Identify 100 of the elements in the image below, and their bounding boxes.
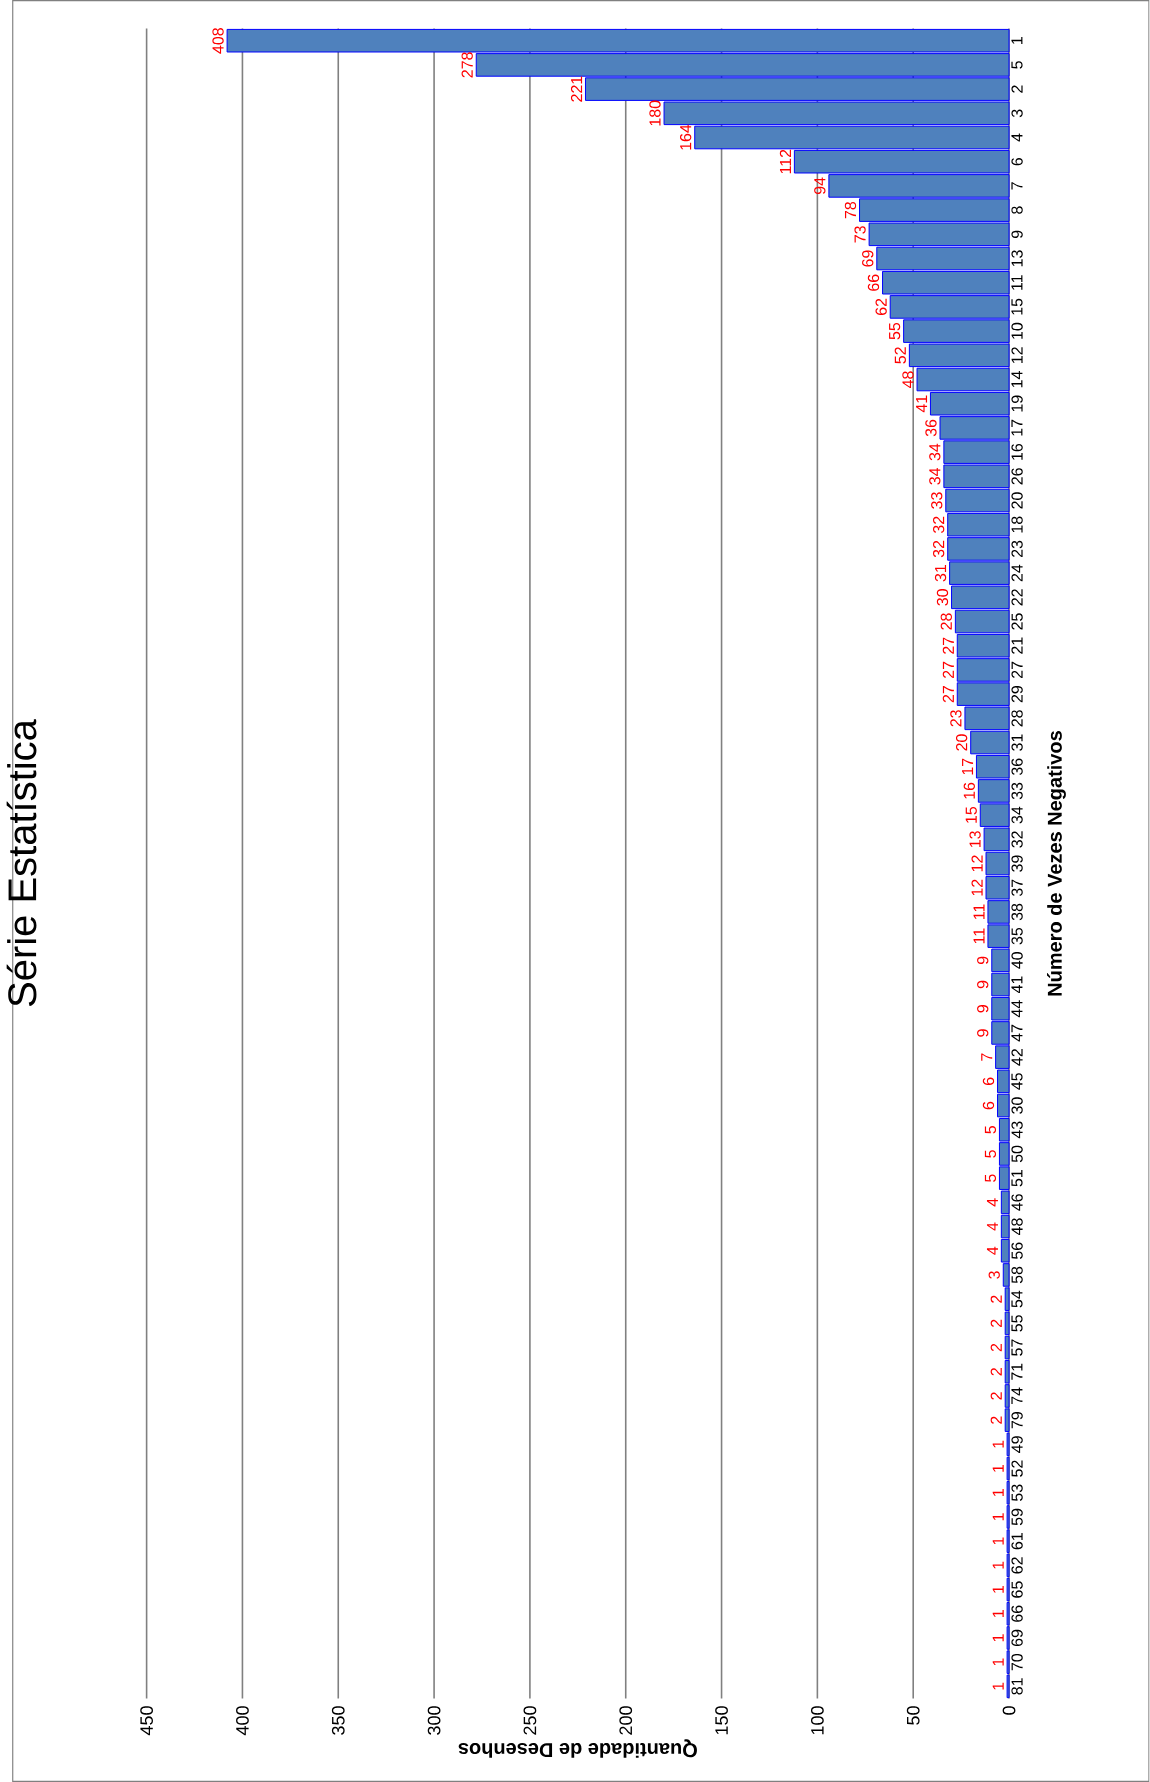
data-label: 2 [990, 1295, 1003, 1303]
y-tick-label: 31 [1011, 734, 1023, 751]
data-label: 1 [992, 1513, 1004, 1521]
data-label: 52 [894, 347, 907, 364]
data-label: 15 [965, 806, 978, 823]
y-tick-label: 66 [1011, 1605, 1023, 1622]
y-tick-label: 24 [1011, 564, 1023, 582]
y-tick-label: 4 [1011, 133, 1023, 142]
data-label: 6 [983, 1101, 995, 1110]
y-tick-label: 50 [1011, 1145, 1023, 1163]
y-tick-label: 62 [1011, 1557, 1023, 1574]
data-label: 3 [988, 1271, 1001, 1279]
data-label: 180 [649, 100, 661, 126]
y-tick-label: 28 [1011, 710, 1023, 727]
x-tick-label: 200 [619, 1706, 633, 1735]
data-label: 1 [992, 1464, 1004, 1472]
y-tick-label: 45 [1011, 1073, 1023, 1090]
y-tick-label: 29 [1011, 686, 1023, 703]
data-label: 1 [992, 1537, 1004, 1545]
y-tick-label: 46 [1011, 1194, 1023, 1211]
y-tick-label: 58 [1011, 1266, 1023, 1284]
y-tick-label: 17 [1011, 419, 1023, 436]
data-label: 31 [935, 565, 947, 582]
data-label: 2 [990, 1416, 1003, 1424]
y-tick-label: 81 [1011, 1678, 1023, 1695]
data-label: 1 [992, 1634, 1004, 1642]
data-label: 164 [680, 124, 692, 150]
y-tick-label: 8 [1011, 206, 1023, 214]
data-label: 4 [987, 1198, 999, 1207]
y-tick-label: 9 [1011, 230, 1023, 238]
y-tick-label: 61 [1011, 1533, 1023, 1550]
data-label: 112 [780, 149, 792, 174]
y-tick-label: 12 [1011, 347, 1023, 363]
data-label: 1 [992, 1610, 1004, 1617]
data-label: 9 [977, 1029, 989, 1037]
data-label: 5 [985, 1174, 997, 1182]
data-label: 62 [875, 298, 888, 315]
y-tick-label: 14 [1011, 371, 1023, 388]
y-tick-label: 55 [1011, 1315, 1023, 1332]
y-tick-label: 48 [1011, 1218, 1023, 1236]
data-label: 32 [933, 540, 945, 558]
y-tick-label: 21 [1011, 637, 1023, 654]
data-label: 55 [889, 322, 901, 340]
y-tick-label: 41 [1011, 976, 1023, 994]
y-tick-label: 51 [1011, 1170, 1023, 1187]
y-tick-label: 6 [1011, 157, 1023, 166]
y-tick-label: 5 [1011, 61, 1023, 69]
y-tick-label: 57 [1011, 1339, 1023, 1356]
y-axis-title: Número de Vezes Negativos [1047, 731, 1067, 996]
x-tick-label: 0 [1002, 1706, 1016, 1715]
data-label: 1 [992, 1489, 1004, 1496]
y-tick-label: 54 [1011, 1290, 1023, 1308]
data-label: 2 [990, 1319, 1003, 1327]
y-tick-label: 32 [1011, 831, 1023, 848]
y-tick-label: 25 [1011, 613, 1023, 630]
y-tick-label: 11 [1011, 275, 1023, 290]
y-tick-label: 23 [1011, 540, 1023, 557]
y-tick-label: 18 [1011, 516, 1023, 533]
data-label: 27 [942, 661, 955, 678]
y-tick-label: 47 [1011, 1024, 1023, 1042]
y-tick-label: 7 [1011, 182, 1023, 190]
data-label: 33 [931, 492, 943, 509]
text: Série Estatística [6, 719, 37, 1007]
data-label: 94 [814, 177, 826, 195]
data-label: 30 [937, 589, 949, 606]
y-tick-label: 3 [1011, 109, 1023, 118]
x-tick-label: 300 [427, 1706, 441, 1735]
x-tick-label: 100 [811, 1706, 824, 1735]
y-tick-label: 38 [1011, 903, 1023, 921]
y-tick-label: 16 [1011, 443, 1023, 460]
data-label: 78 [845, 201, 857, 219]
data-label: 1 [992, 1440, 1004, 1448]
data-label: 9 [977, 956, 989, 965]
data-label: 5 [985, 1125, 997, 1134]
data-label: 73 [854, 226, 866, 243]
data-label: 32 [933, 516, 945, 534]
data-label: 12 [971, 879, 983, 896]
y-tick-label: 2 [1011, 85, 1023, 93]
x-tick-label: 450 [140, 1706, 154, 1736]
y-tick-label: 42 [1011, 1049, 1023, 1066]
x-axis-title: Quantidade de Desenhos [458, 1739, 698, 1758]
y-tick-label: 44 [1011, 1000, 1023, 1018]
y-tick-label: 43 [1011, 1121, 1023, 1139]
data-label: 36 [925, 419, 937, 437]
y-tick-label: 30 [1011, 1097, 1023, 1114]
y-tick-label: 59 [1011, 1508, 1023, 1526]
data-label: 28 [940, 613, 953, 630]
data-label: 7 [981, 1053, 993, 1061]
x-tick-label: 400 [236, 1706, 250, 1736]
data-label: 34 [929, 443, 941, 461]
data-label: 9 [977, 1005, 989, 1013]
data-label: 5 [985, 1150, 997, 1158]
y-tick-label: 79 [1011, 1412, 1023, 1429]
y-tick-label: 49 [1011, 1436, 1023, 1453]
x-tick-label: 150 [715, 1706, 729, 1735]
data-label: 4 [987, 1222, 999, 1231]
x-tick-label: 50 [907, 1706, 920, 1725]
y-tick-label: 22 [1011, 589, 1023, 606]
y-tick-label: 13 [1011, 250, 1023, 267]
y-tick-label: 20 [1011, 492, 1023, 509]
